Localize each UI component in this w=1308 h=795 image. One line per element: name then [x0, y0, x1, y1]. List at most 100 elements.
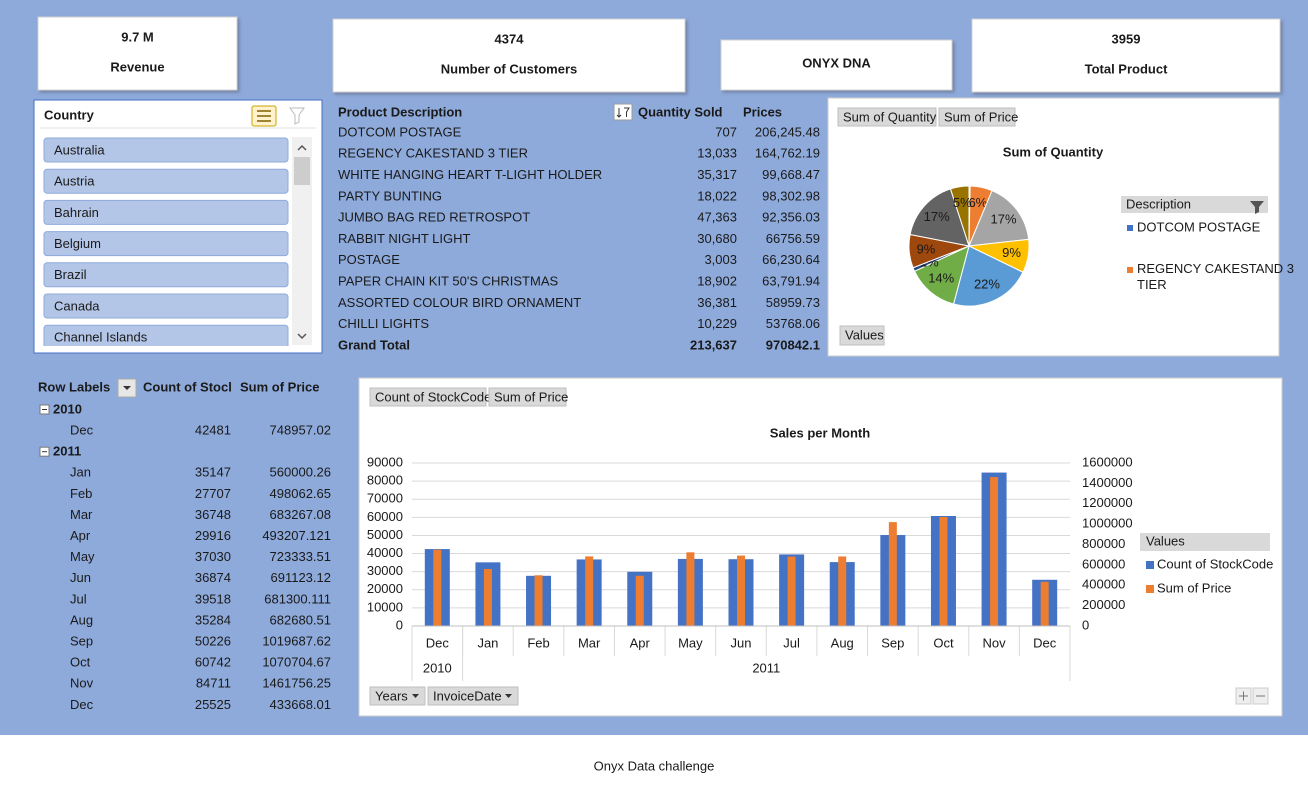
legend-header[interactable]	[1140, 533, 1270, 551]
slicer-item[interactable]	[43, 137, 289, 163]
legend-header[interactable]	[1121, 196, 1268, 213]
price: 58959.73	[766, 295, 820, 310]
bar	[737, 555, 745, 626]
pivot-count: 39518	[195, 591, 231, 606]
scroll-up[interactable]	[297, 144, 307, 151]
values-button[interactable]	[839, 325, 885, 346]
row-filter-arrow[interactable]	[123, 386, 131, 390]
slicer-item-label[interactable]: Channel Islands	[54, 330, 148, 345]
slicer-item[interactable]	[43, 231, 289, 257]
pie-data-label: 17%	[991, 212, 1017, 227]
pie-field-button[interactable]: Sum of Price	[944, 109, 1018, 124]
quantity-sold: 35,317	[697, 167, 737, 182]
pivot-count: 36748	[195, 507, 231, 522]
bar-field-button-bg[interactable]	[369, 387, 487, 407]
pivot-sum: 723333.51	[270, 549, 331, 564]
y-tick-label: 60000	[367, 509, 403, 524]
pie-field-button[interactable]: Sum of Quantity	[843, 109, 937, 124]
slicer-item[interactable]	[43, 324, 289, 349]
y2-tick-label: 600000	[1082, 556, 1125, 571]
product-name: WHITE HANGING HEART T-LIGHT HOLDER	[338, 167, 602, 182]
pivot-month: Jan	[70, 465, 91, 480]
y2-tick-label: 400000	[1082, 577, 1125, 592]
pivot-header: Sum of Price	[240, 379, 319, 394]
x-group-label: 2011	[752, 660, 780, 675]
pivot-sum: 493207.121	[262, 528, 331, 543]
legend-swatch	[1127, 225, 1133, 231]
dropdown-arrow[interactable]	[505, 694, 512, 698]
multi-select-lines[interactable]	[257, 110, 271, 122]
slicer-item[interactable]	[43, 262, 289, 288]
scroll-down[interactable]	[297, 333, 307, 340]
bar-field-button-bg[interactable]	[488, 387, 567, 407]
pivot-count: 27707	[195, 486, 231, 501]
slicer-item-label[interactable]: Canada	[54, 298, 100, 313]
slicer-item[interactable]	[43, 199, 289, 225]
axis-field-button[interactable]	[369, 686, 426, 706]
kpi-value: ONYX DNA	[802, 55, 871, 70]
pivot-month: Jul	[70, 591, 87, 606]
legend-title[interactable]: Description	[1126, 196, 1191, 211]
axis-field-label[interactable]: InvoiceDate	[433, 688, 502, 703]
pie-data-label: 9%	[917, 241, 936, 256]
expand-glyph[interactable]	[1239, 691, 1248, 701]
kpi-card	[971, 18, 1281, 93]
bar-field-button[interactable]: Count of StockCode	[375, 389, 491, 404]
clear-filter-icon[interactable]	[289, 107, 305, 125]
bar	[939, 516, 948, 626]
pie-field-button-bg[interactable]	[938, 107, 1016, 127]
pivot-month: Dec	[70, 423, 94, 438]
bar	[585, 556, 594, 626]
pivot-count: 42481	[195, 423, 231, 438]
chart-title: Sum of Quantity	[1003, 144, 1104, 159]
pie-field-button-bg[interactable]	[837, 107, 937, 127]
sort-icon[interactable]	[613, 103, 633, 121]
legend-title[interactable]: Values	[1146, 533, 1185, 548]
legend-filter-icon[interactable]	[1250, 201, 1264, 214]
slicer-list: Australia Austria Bahrain Belgium Brazil Cana…	[43, 137, 289, 349]
pivot-sum: 683267.08	[270, 507, 331, 522]
slicer-item-label[interactable]: Austria	[54, 174, 95, 189]
pivot-count: 37030	[195, 549, 231, 564]
slicer-item[interactable]	[43, 168, 289, 194]
bar	[1040, 581, 1049, 626]
slicer-item-label[interactable]: Bahrain	[54, 205, 99, 220]
y2-tick-label: 800000	[1082, 536, 1125, 551]
slicer-item-label[interactable]: Belgium	[54, 236, 101, 251]
pivot-sum: 748957.02	[270, 423, 331, 438]
kpi-value: 3959	[1112, 31, 1141, 46]
pie-slice	[968, 189, 1030, 247]
pivot-month: Apr	[70, 528, 91, 543]
product-name: POSTAGE	[338, 252, 400, 267]
legend-label: Count of StockCode	[1157, 556, 1273, 571]
pivot-month: Aug	[70, 612, 93, 627]
pivot-sum: 560000.26	[270, 465, 331, 480]
pivot-count: 60742	[195, 655, 231, 670]
scrollbar-track[interactable]	[292, 137, 312, 345]
pivot-header: Row Labels	[38, 379, 110, 394]
scrollbar-thumb[interactable]	[294, 157, 310, 185]
kpi-card	[37, 16, 238, 91]
axis-field-button[interactable]	[427, 686, 519, 706]
bar-field-button[interactable]: Sum of Price	[494, 389, 568, 404]
dropdown-arrow[interactable]	[412, 694, 419, 698]
sort-icon-glyph[interactable]	[616, 107, 630, 118]
y2-tick-label: 1000000	[1082, 516, 1133, 531]
quantity-sold: 47,363	[697, 210, 737, 225]
kpi-value: 4374	[495, 31, 525, 46]
quantity-sold: 10,229	[697, 316, 737, 331]
quantity-sold: 13,033	[697, 146, 737, 161]
axis-field-label[interactable]: Years	[375, 688, 408, 703]
values-button-label[interactable]: Values	[845, 327, 884, 342]
x-tick-label: Aug	[831, 635, 854, 650]
pie-data-label: 14%	[928, 271, 954, 286]
slicer-item-label[interactable]: Australia	[54, 142, 105, 157]
pie-data-label: 9%	[1002, 245, 1021, 260]
pivot-sum: 498062.65	[270, 486, 331, 501]
price: 99,668.47	[762, 167, 820, 182]
slicer-item[interactable]	[43, 293, 289, 319]
quantity-sold: 36,381	[697, 295, 737, 310]
y2-tick-label: 0	[1082, 617, 1089, 632]
bar	[686, 552, 695, 626]
slicer-item-label[interactable]: Brazil	[54, 267, 87, 282]
